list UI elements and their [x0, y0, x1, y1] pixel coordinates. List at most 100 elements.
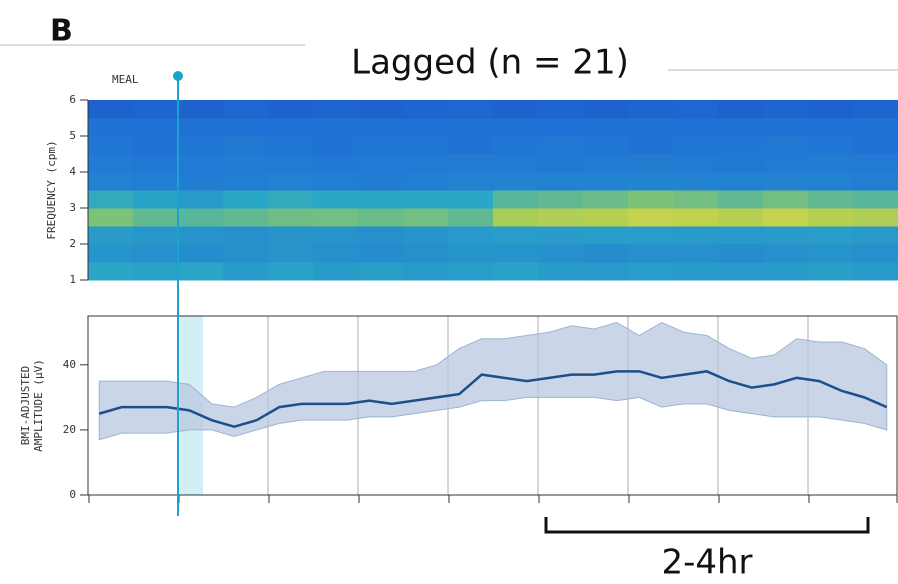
heatmap-cell [673, 172, 719, 191]
heatmap-cell [268, 244, 314, 263]
heatmap-cell [313, 244, 359, 263]
heatmap-cell [538, 118, 584, 137]
heatmap-cell [313, 226, 359, 245]
heatmap-cell [358, 262, 404, 281]
confidence-band [98, 321, 888, 441]
heatmap-cell [763, 262, 809, 281]
heatmap-cell [673, 244, 719, 263]
heatmap-cell [853, 226, 898, 245]
heatmap-cell [178, 136, 224, 155]
heatmap-cell [763, 226, 809, 245]
heatmap-cell [403, 208, 449, 227]
heatmap-cell [583, 154, 629, 173]
heatmap-cell [763, 100, 809, 119]
heatmap-cell [88, 244, 134, 263]
heatmap-cell [178, 172, 224, 191]
heatmap-cell [718, 154, 764, 173]
heatmap-cell [133, 262, 179, 281]
heatmap-cell [808, 100, 854, 119]
heatmap-cell [718, 190, 764, 209]
heatmap-cell [133, 154, 179, 173]
heatmap-cell [673, 262, 719, 281]
heatmap-cell [403, 100, 449, 119]
heatmap-cell [178, 154, 224, 173]
heatmap-cell [313, 118, 359, 137]
heatmap-cell [493, 226, 539, 245]
heatmap-cell [628, 244, 674, 263]
heatmap-cell [853, 154, 898, 173]
heatmap-cell [583, 190, 629, 209]
heatmap-cell [808, 208, 854, 227]
heatmap-cell [88, 262, 134, 281]
y-tick-label: 0 [69, 488, 76, 501]
heatmap-cell [178, 262, 224, 281]
heatmap-cell [538, 190, 584, 209]
heatmap-cell [313, 208, 359, 227]
heatmap-cell [493, 118, 539, 137]
heatmap-cell [763, 136, 809, 155]
heatmap-cell [538, 262, 584, 281]
heatmap-cell [403, 244, 449, 263]
heatmap-cell [178, 100, 224, 119]
heatmap-cell [358, 208, 404, 227]
heatmap-cell [718, 172, 764, 191]
y-tick-label: 5 [69, 129, 76, 142]
duration-label: 2-4hr [661, 543, 752, 583]
heatmap-cell [718, 244, 764, 263]
heatmap-cell [223, 118, 269, 137]
heatmap-cell [88, 172, 134, 191]
y-tick-label: 6 [69, 93, 76, 106]
plots: 1 2 3 4 5 6 FREQUENCY (cpm) 0 20 40 BMI-ADJUSTED AM… [19, 93, 898, 503]
heatmap-cell [223, 244, 269, 263]
meal-dot [173, 71, 183, 81]
y-tick-label: 20 [63, 423, 76, 436]
heatmap-cell [808, 136, 854, 155]
heatmap-cell [493, 136, 539, 155]
heatmap-cell [853, 172, 898, 191]
heatmap-cell [493, 154, 539, 173]
heatmap-cell [628, 226, 674, 245]
heatmap-cell [673, 136, 719, 155]
heatmap-cell [628, 190, 674, 209]
heatmap-cell [583, 262, 629, 281]
heatmap-cell [403, 118, 449, 137]
heatmap-cell [538, 154, 584, 173]
mean-line [98, 370, 888, 428]
heatmap-cell [718, 100, 764, 119]
heatmap-cell [538, 226, 584, 245]
heatmap-cell [358, 172, 404, 191]
heatmap-cell [583, 172, 629, 191]
heatmap-cell [133, 190, 179, 209]
heatmap-cell [763, 154, 809, 173]
heatmap-cell [268, 100, 314, 119]
heatmap-cell [313, 154, 359, 173]
heatmap-cell [673, 118, 719, 137]
heatmap-cell [268, 226, 314, 245]
heatmap-cell [448, 154, 494, 173]
heatmap-cell [583, 244, 629, 263]
heatmap-cell [763, 244, 809, 263]
plot-frame [87, 315, 898, 496]
heatmap-cell [763, 172, 809, 191]
panel-label: B [50, 14, 73, 49]
heatmap-cell [718, 226, 764, 245]
heatmap-cell [808, 118, 854, 137]
y-axis-label: BMI-ADJUSTED [19, 366, 32, 445]
heatmap-cell [178, 226, 224, 245]
heatmap-cell [88, 118, 134, 137]
heatmap-cell [583, 208, 629, 227]
heatmap-cell [448, 118, 494, 137]
heatmap-cell [763, 190, 809, 209]
heatmap-cell [358, 154, 404, 173]
heatmap-cell [133, 136, 179, 155]
heatmap-cell [313, 136, 359, 155]
heatmap-cell [133, 208, 179, 227]
heatmap-cell [853, 208, 898, 227]
heatmap-cell [268, 190, 314, 209]
heatmap-cell [628, 118, 674, 137]
heatmap-cell [268, 136, 314, 155]
heatmap-cell [223, 172, 269, 191]
heatmap-cell [313, 172, 359, 191]
heatmap-cell [538, 244, 584, 263]
